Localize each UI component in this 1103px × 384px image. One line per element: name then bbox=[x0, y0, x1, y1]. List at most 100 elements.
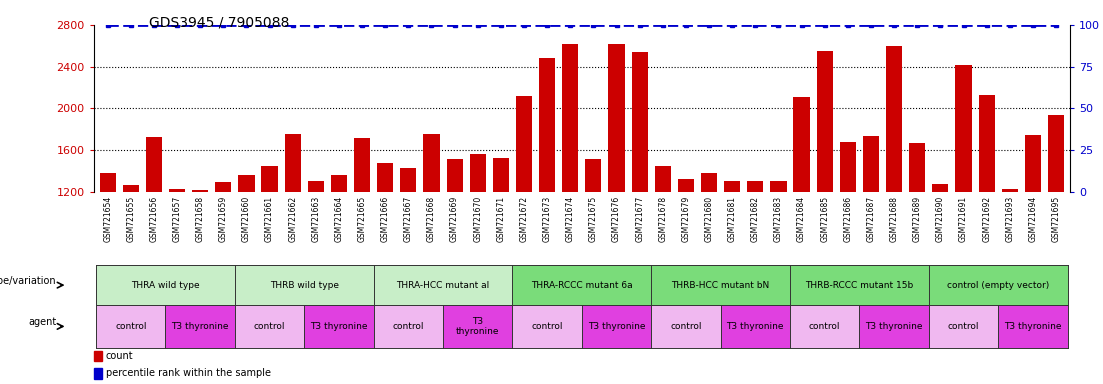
Text: control: control bbox=[393, 322, 424, 331]
Text: GSM721679: GSM721679 bbox=[682, 196, 690, 242]
Bar bbox=[377, 163, 394, 317]
Bar bbox=[655, 166, 671, 317]
Text: GSM721659: GSM721659 bbox=[218, 196, 228, 242]
Bar bbox=[331, 175, 347, 317]
Text: GSM721684: GSM721684 bbox=[797, 196, 806, 242]
Text: control: control bbox=[254, 322, 286, 331]
Bar bbox=[724, 180, 740, 317]
Text: GSM721670: GSM721670 bbox=[473, 196, 482, 242]
Text: GSM721660: GSM721660 bbox=[242, 196, 250, 242]
Text: GSM721693: GSM721693 bbox=[1005, 196, 1015, 242]
Bar bbox=[632, 52, 647, 317]
Bar bbox=[1002, 189, 1018, 317]
Bar bbox=[863, 136, 879, 317]
Bar bbox=[94, 368, 101, 379]
Text: GSM721678: GSM721678 bbox=[658, 196, 667, 242]
Bar bbox=[215, 182, 232, 317]
Text: GSM721663: GSM721663 bbox=[311, 196, 320, 242]
Text: GSM721688: GSM721688 bbox=[890, 196, 899, 242]
Text: GSM721677: GSM721677 bbox=[635, 196, 644, 242]
Bar bbox=[586, 159, 601, 317]
Text: control (empty vector): control (empty vector) bbox=[947, 281, 1049, 290]
Bar bbox=[238, 175, 255, 317]
Text: T3
thyronine: T3 thyronine bbox=[456, 317, 500, 336]
Text: GSM721687: GSM721687 bbox=[867, 196, 876, 242]
Text: THRB wild type: THRB wild type bbox=[270, 281, 339, 290]
Bar bbox=[978, 95, 995, 317]
Text: GSM721655: GSM721655 bbox=[126, 196, 136, 242]
Text: GSM721674: GSM721674 bbox=[566, 196, 575, 242]
Text: GSM721656: GSM721656 bbox=[149, 196, 159, 242]
Text: GSM721681: GSM721681 bbox=[728, 196, 737, 242]
Bar bbox=[99, 173, 116, 317]
Text: GDS3945 / 7905088: GDS3945 / 7905088 bbox=[149, 15, 289, 29]
Text: THRA wild type: THRA wild type bbox=[131, 281, 200, 290]
Bar bbox=[678, 179, 694, 317]
Bar bbox=[516, 96, 532, 317]
Text: THRA-HCC mutant al: THRA-HCC mutant al bbox=[396, 281, 490, 290]
Text: T3 thyronine: T3 thyronine bbox=[588, 322, 645, 331]
Text: GSM721682: GSM721682 bbox=[751, 196, 760, 242]
Text: T3 thyronine: T3 thyronine bbox=[866, 322, 923, 331]
Text: GSM721661: GSM721661 bbox=[265, 196, 274, 242]
Text: GSM721690: GSM721690 bbox=[935, 196, 945, 242]
Text: control: control bbox=[808, 322, 840, 331]
Text: THRB-RCCC mutant 15b: THRB-RCCC mutant 15b bbox=[805, 281, 913, 290]
Text: THRB-HCC mutant bN: THRB-HCC mutant bN bbox=[672, 281, 770, 290]
Text: GSM721654: GSM721654 bbox=[104, 196, 113, 242]
Bar bbox=[146, 137, 162, 317]
Bar bbox=[747, 180, 763, 317]
Bar bbox=[793, 97, 810, 317]
Bar bbox=[839, 142, 856, 317]
Bar bbox=[470, 154, 485, 317]
Bar bbox=[308, 180, 324, 317]
Text: GSM721658: GSM721658 bbox=[195, 196, 205, 242]
Text: GSM721672: GSM721672 bbox=[520, 196, 528, 242]
Text: GSM721671: GSM721671 bbox=[496, 196, 505, 242]
Text: agent: agent bbox=[28, 317, 56, 327]
Text: percentile rank within the sample: percentile rank within the sample bbox=[106, 368, 271, 379]
Bar bbox=[909, 143, 925, 317]
Bar bbox=[816, 51, 833, 317]
Text: GSM721695: GSM721695 bbox=[1051, 196, 1060, 242]
Bar bbox=[955, 65, 972, 317]
Text: GSM721683: GSM721683 bbox=[774, 196, 783, 242]
Text: THRA-RCCC mutant 6a: THRA-RCCC mutant 6a bbox=[531, 281, 633, 290]
Text: GSM721691: GSM721691 bbox=[959, 196, 968, 242]
Text: GSM721694: GSM721694 bbox=[1028, 196, 1038, 242]
Text: control: control bbox=[532, 322, 563, 331]
Bar bbox=[493, 157, 508, 317]
Text: GSM721673: GSM721673 bbox=[543, 196, 552, 242]
Bar bbox=[609, 44, 624, 317]
Bar bbox=[447, 159, 462, 317]
Text: T3 thyronine: T3 thyronine bbox=[1004, 322, 1062, 331]
Text: GSM721675: GSM721675 bbox=[589, 196, 598, 242]
Text: GSM721657: GSM721657 bbox=[172, 196, 182, 242]
Bar bbox=[261, 166, 278, 317]
Text: GSM721664: GSM721664 bbox=[334, 196, 343, 242]
Text: GSM721665: GSM721665 bbox=[357, 196, 366, 242]
Bar bbox=[169, 189, 185, 317]
Bar bbox=[122, 185, 139, 317]
Text: control: control bbox=[671, 322, 702, 331]
Text: GSM721667: GSM721667 bbox=[404, 196, 413, 242]
Bar bbox=[424, 134, 440, 317]
Text: GSM721689: GSM721689 bbox=[913, 196, 922, 242]
Text: T3 thyronine: T3 thyronine bbox=[310, 322, 367, 331]
Text: T3 thyronine: T3 thyronine bbox=[727, 322, 784, 331]
Text: T3 thyronine: T3 thyronine bbox=[171, 322, 229, 331]
Text: GSM721676: GSM721676 bbox=[612, 196, 621, 242]
Text: GSM721685: GSM721685 bbox=[821, 196, 829, 242]
Text: GSM721686: GSM721686 bbox=[844, 196, 853, 242]
Text: GSM721668: GSM721668 bbox=[427, 196, 436, 242]
Text: GSM721662: GSM721662 bbox=[288, 196, 297, 242]
Bar bbox=[702, 173, 717, 317]
Bar bbox=[539, 58, 555, 317]
Bar bbox=[770, 180, 786, 317]
Text: GSM721666: GSM721666 bbox=[381, 196, 389, 242]
Bar bbox=[886, 46, 902, 317]
Text: GSM721669: GSM721669 bbox=[450, 196, 459, 242]
Bar bbox=[1048, 115, 1064, 317]
Bar bbox=[563, 44, 578, 317]
Bar bbox=[932, 184, 949, 317]
